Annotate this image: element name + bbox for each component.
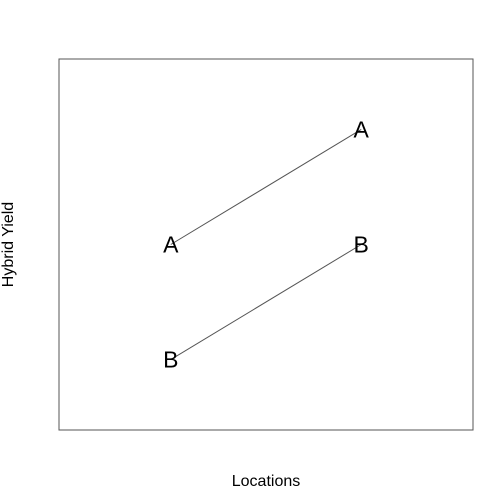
data-point-a-2: A bbox=[354, 116, 370, 142]
data-point-a-1: A bbox=[163, 232, 179, 258]
y-axis-title: Hybrid Yield bbox=[0, 202, 17, 287]
plot-frame bbox=[58, 58, 474, 431]
x-axis-title: Locations bbox=[232, 473, 301, 490]
series-line-a bbox=[170, 129, 362, 245]
data-point-b-2: B bbox=[354, 232, 369, 258]
data-point-b-1: B bbox=[163, 347, 178, 373]
series-line-b bbox=[170, 244, 362, 360]
series-layer: A A B B bbox=[163, 116, 369, 372]
